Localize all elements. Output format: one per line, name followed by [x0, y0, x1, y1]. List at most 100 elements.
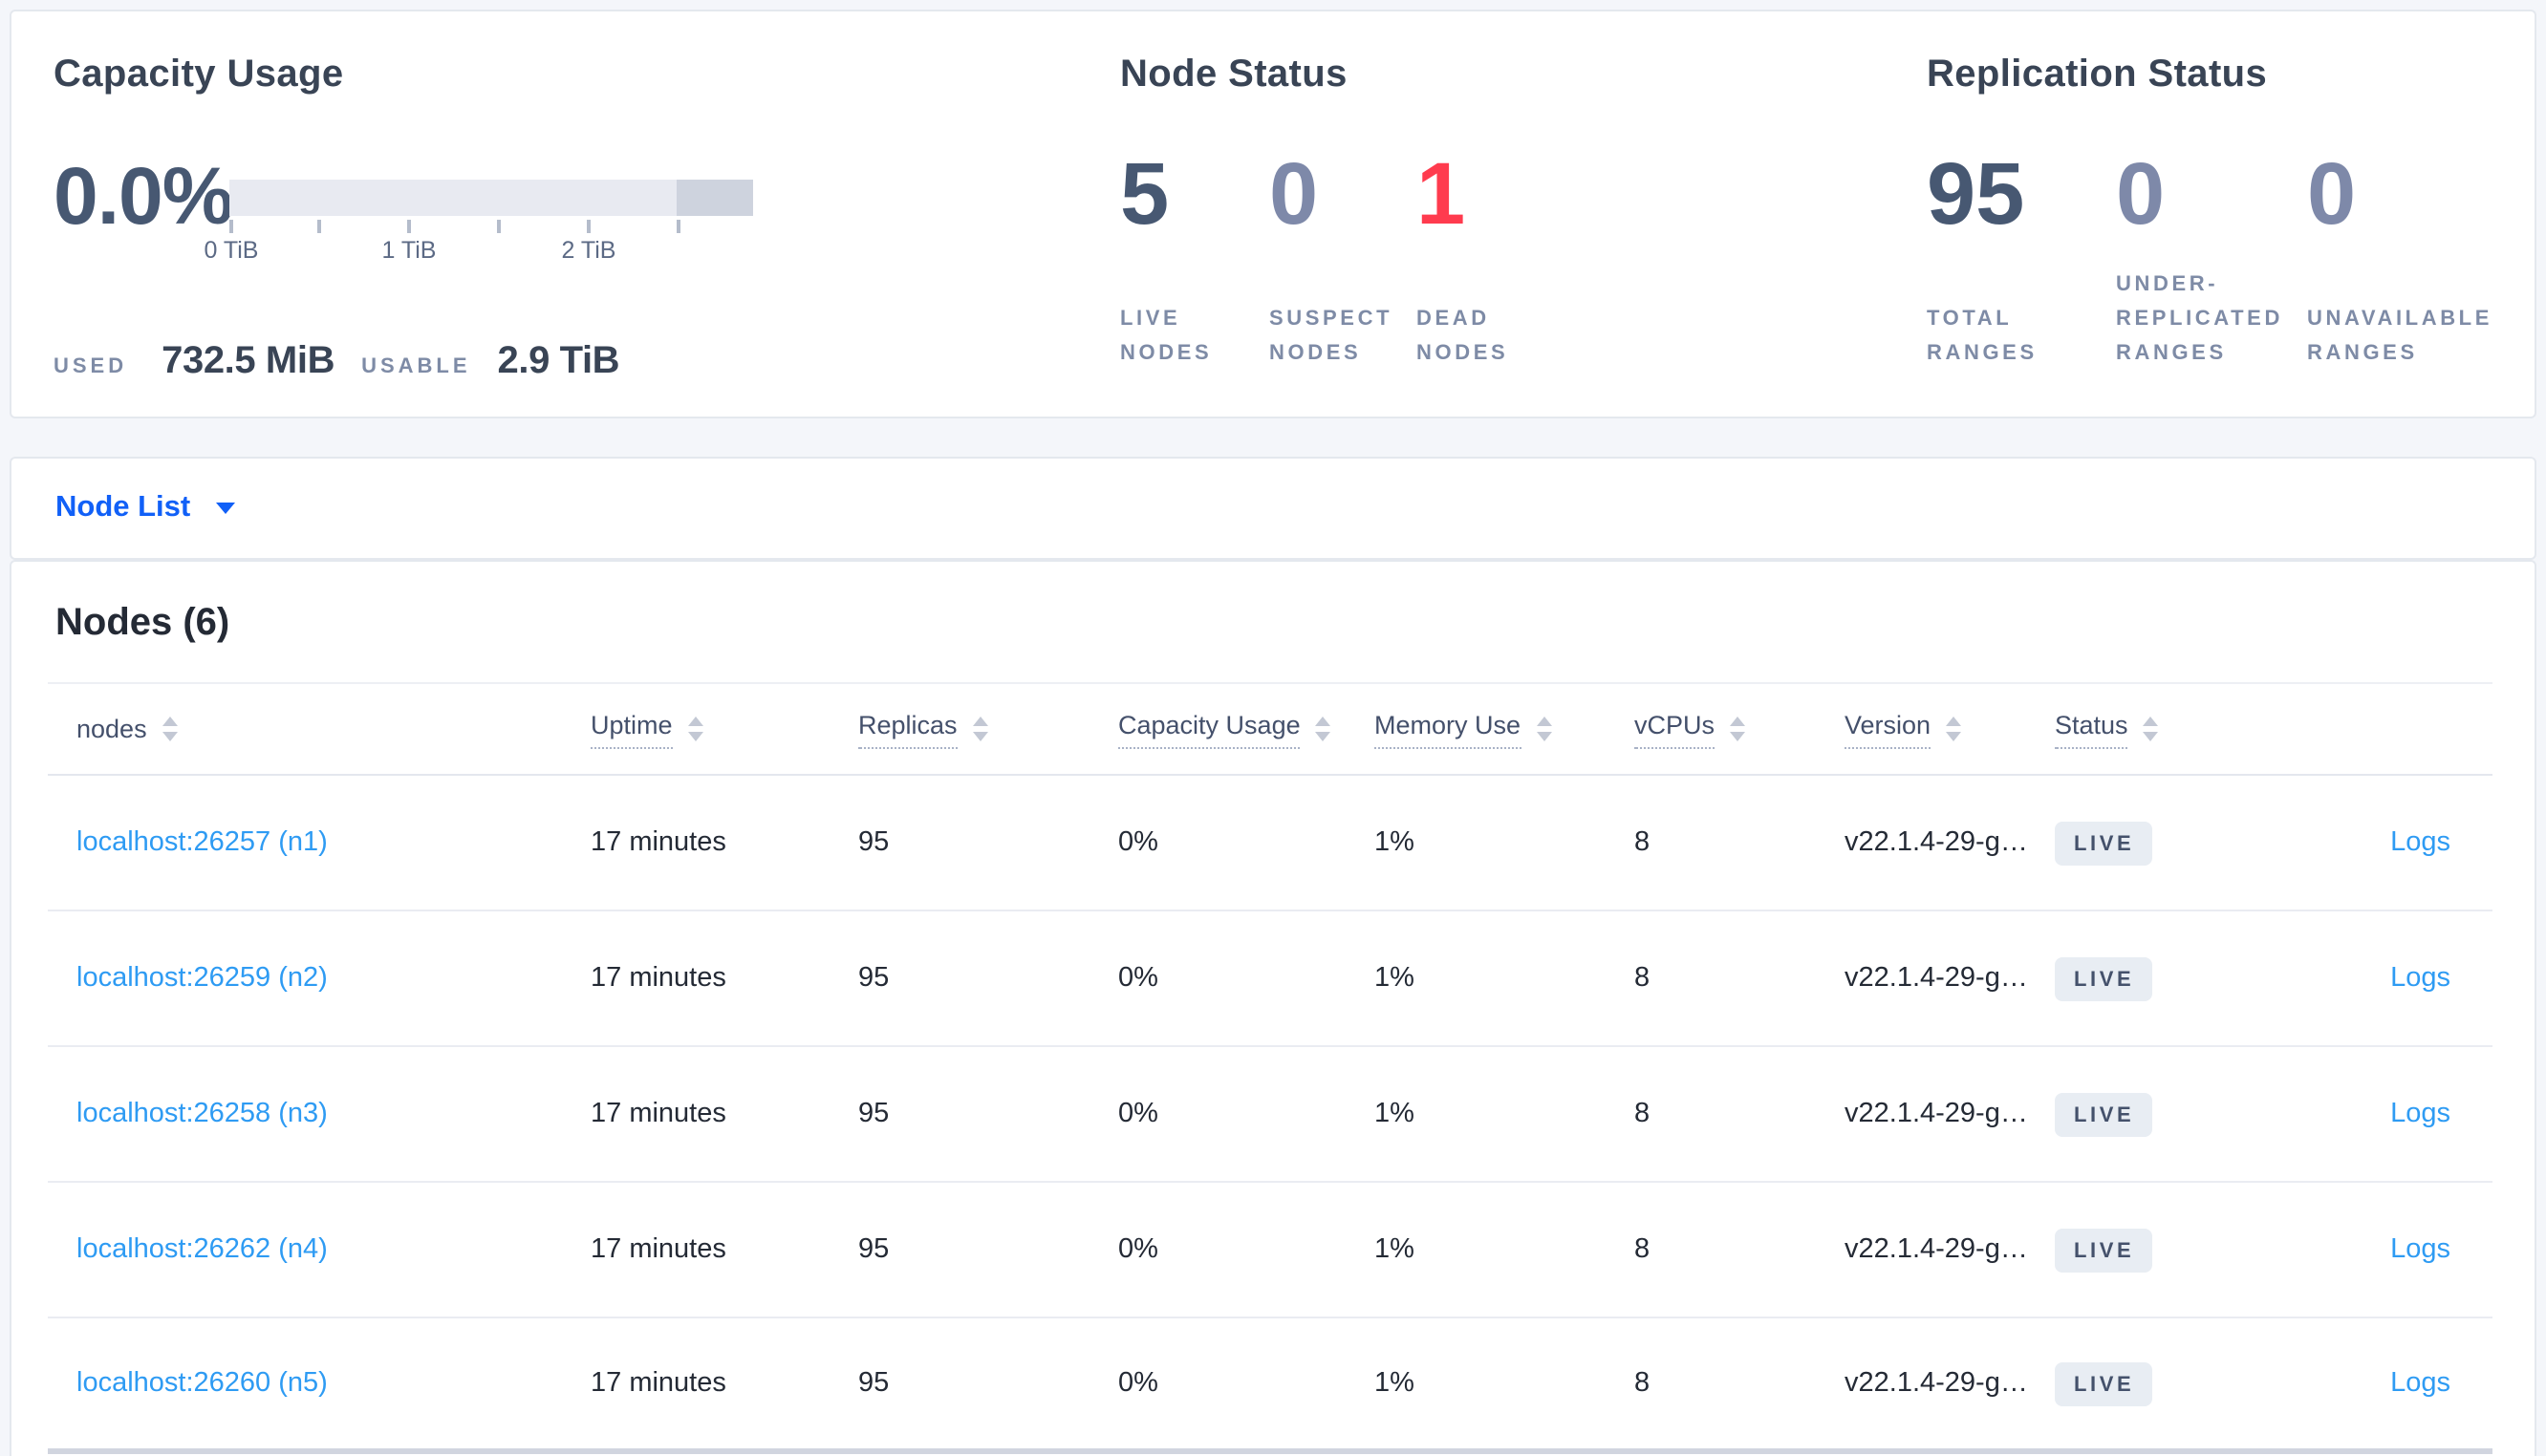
usable-value: 2.9 TiB: [497, 340, 620, 382]
uptime-cell: 17 minutes: [591, 1099, 726, 1129]
column-label: Uptime: [591, 710, 673, 748]
capacity-usage-cell: 0%: [1118, 1099, 1158, 1129]
node-row-2: localhost:26259 (n2) 17 minutes 95 0% 1% 8 v22…: [48, 911, 2492, 1047]
status-cell-container: LIVE: [2036, 1361, 2246, 1405]
sort-arrows-icon[interactable]: [1536, 717, 1552, 741]
capacity-bar-other-segment: [677, 180, 753, 216]
memory-use-cell: 1%: [1374, 1099, 1414, 1129]
suspect-nodes-count: 0: [1269, 143, 1319, 243]
capacity-usage-summary: USED 732.5 MiB USABLE 2.9 TiB: [54, 340, 620, 384]
node-row-1: localhost:26257 (n1) 17 minutes 95 0% 1% 8 v22…: [48, 776, 2492, 911]
memory-use-cell: 1%: [1374, 1368, 1414, 1399]
tick-label-1: 1 TiB: [381, 237, 437, 264]
live-status-badge: LIVE: [2055, 821, 2152, 865]
column-header-version[interactable]: Version: [1825, 710, 2036, 748]
column-label: vCPUs: [1634, 710, 1715, 748]
version-cell: v22.1.4-29-g…: [1845, 1368, 2028, 1399]
logs-link-container: Logs: [2246, 1099, 2492, 1129]
total-ranges-count: 95: [1927, 143, 2025, 243]
node-row-5: localhost:26260 (n5) 17 minutes 95 0% 1% 8 v22…: [48, 1318, 2492, 1454]
replicas-cell: 95: [858, 1234, 890, 1265]
column-header-nodes[interactable]: nodes: [48, 715, 572, 743]
uptime-cell: 17 minutes: [591, 963, 726, 994]
replicas-cell: 95: [858, 827, 890, 858]
column-label: Replicas: [858, 710, 958, 748]
sort-arrows-icon[interactable]: [687, 717, 703, 741]
column-header-replicas[interactable]: Replicas: [839, 710, 1099, 748]
sort-arrows-icon[interactable]: [162, 717, 178, 741]
node-row-3: localhost:26258 (n3) 17 minutes 95 0% 1% 8 v22…: [48, 1047, 2492, 1183]
memory-use-cell: 1%: [1374, 963, 1414, 994]
node-address-link[interactable]: localhost:26260 (n5): [76, 1368, 328, 1399]
version-cell: v22.1.4-29-g…: [1845, 1234, 2028, 1265]
capacity-usage-cell: 0%: [1118, 827, 1158, 858]
column-header-status[interactable]: Status: [2036, 710, 2246, 748]
node-address-link-container: localhost:26260 (n5): [48, 1368, 572, 1399]
replicas-cell: 95: [858, 1368, 890, 1399]
uptime-cell: 17 minutes: [591, 1234, 726, 1265]
column-label: Capacity Usage: [1118, 710, 1301, 748]
nodes-table-header-row: nodes Uptime Replicas Capacity Usage Memory …: [48, 684, 2492, 776]
logs-link-container: Logs: [2246, 1234, 2492, 1265]
version-cell: v22.1.4-29-g…: [1845, 963, 2028, 994]
logs-link-container: Logs: [2246, 1368, 2492, 1399]
nodes-table-card: Nodes (6) nodes Uptime Replicas Capacity Us…: [10, 560, 2536, 1456]
view-selector-bar: Node List: [10, 457, 2536, 560]
status-cell-container: LIVE: [2036, 956, 2246, 1000]
version-cell: v22.1.4-29-g…: [1845, 827, 2028, 858]
node-address-link[interactable]: localhost:26259 (n2): [76, 963, 328, 994]
column-header-uptime[interactable]: Uptime: [572, 710, 839, 748]
node-address-link[interactable]: localhost:26262 (n4): [76, 1234, 328, 1265]
replication-status-title: Replication Status: [1927, 54, 2268, 96]
sort-arrows-icon[interactable]: [1730, 717, 1746, 741]
live-status-badge: LIVE: [2055, 1361, 2152, 1405]
column-header-capacity-usage[interactable]: Capacity Usage: [1099, 710, 1355, 748]
chevron-down-icon: [215, 503, 235, 514]
column-header-memory-use[interactable]: Memory Use: [1355, 710, 1615, 748]
node-row-4: localhost:26262 (n4) 17 minutes 95 0% 1% 8 v22…: [48, 1183, 2492, 1318]
uptime-cell: 17 minutes: [591, 827, 726, 858]
column-label: Status: [2055, 710, 2128, 748]
replicas-cell: 95: [858, 963, 890, 994]
capacity-usage-cell: 0%: [1118, 1368, 1158, 1399]
memory-use-cell: 1%: [1374, 827, 1414, 858]
used-label: USED: [54, 355, 128, 378]
node-address-link[interactable]: localhost:26257 (n1): [76, 827, 328, 858]
status-cell-container: LIVE: [2036, 1228, 2246, 1272]
status-cell-container: LIVE: [2036, 1092, 2246, 1136]
logs-link[interactable]: Logs: [2390, 1099, 2450, 1129]
usable-label: USABLE: [361, 355, 471, 378]
column-header-vcpus[interactable]: vCPUs: [1615, 710, 1825, 748]
live-nodes-count: 5: [1120, 143, 1170, 243]
sort-arrows-icon[interactable]: [1315, 717, 1331, 741]
logs-link[interactable]: Logs: [2390, 1368, 2450, 1399]
live-status-badge: LIVE: [2055, 1092, 2152, 1136]
tick-label-2: 2 TiB: [561, 237, 616, 264]
dead-nodes-count: 1: [1416, 143, 1466, 243]
live-status-badge: LIVE: [2055, 1228, 2152, 1272]
cluster-summary-card: Capacity Usage 0.0% 0 TiB 1 TiB 2 TiB US…: [10, 10, 2536, 418]
node-list-dropdown[interactable]: Node List: [55, 491, 235, 525]
dead-nodes-label: DEAD NODES: [1416, 308, 1509, 365]
node-status-panel: Node Status 5 0 1 LIVE NODES SUSPECT NOD…: [1120, 11, 1885, 417]
logs-link[interactable]: Logs: [2390, 827, 2450, 858]
vcpus-cell: 8: [1634, 963, 1651, 994]
logs-link[interactable]: Logs: [2390, 963, 2450, 994]
under-replicated-ranges-count: 0: [2116, 143, 2166, 243]
unavailable-ranges-label: UNAVAILABLE RANGES: [2307, 308, 2492, 365]
node-address-link-container: localhost:26259 (n2): [48, 963, 572, 994]
unavailable-ranges-count: 0: [2307, 143, 2357, 243]
total-ranges-label: TOTAL RANGES: [1927, 308, 2038, 365]
memory-use-cell: 1%: [1374, 1234, 1414, 1265]
node-address-link-container: localhost:26262 (n4): [48, 1234, 572, 1265]
capacity-bar-chart: [229, 180, 753, 216]
sort-arrows-icon[interactable]: [2143, 717, 2159, 741]
sort-arrows-icon[interactable]: [972, 717, 988, 741]
replication-status-panel: Replication Status 95 0 0 TOTAL RANGES U…: [1927, 11, 2546, 417]
live-status-badge: LIVE: [2055, 956, 2152, 1000]
logs-link[interactable]: Logs: [2390, 1234, 2450, 1265]
sort-arrows-icon[interactable]: [1946, 717, 1962, 741]
node-address-link[interactable]: localhost:26258 (n3): [76, 1099, 328, 1129]
vcpus-cell: 8: [1634, 1234, 1651, 1265]
